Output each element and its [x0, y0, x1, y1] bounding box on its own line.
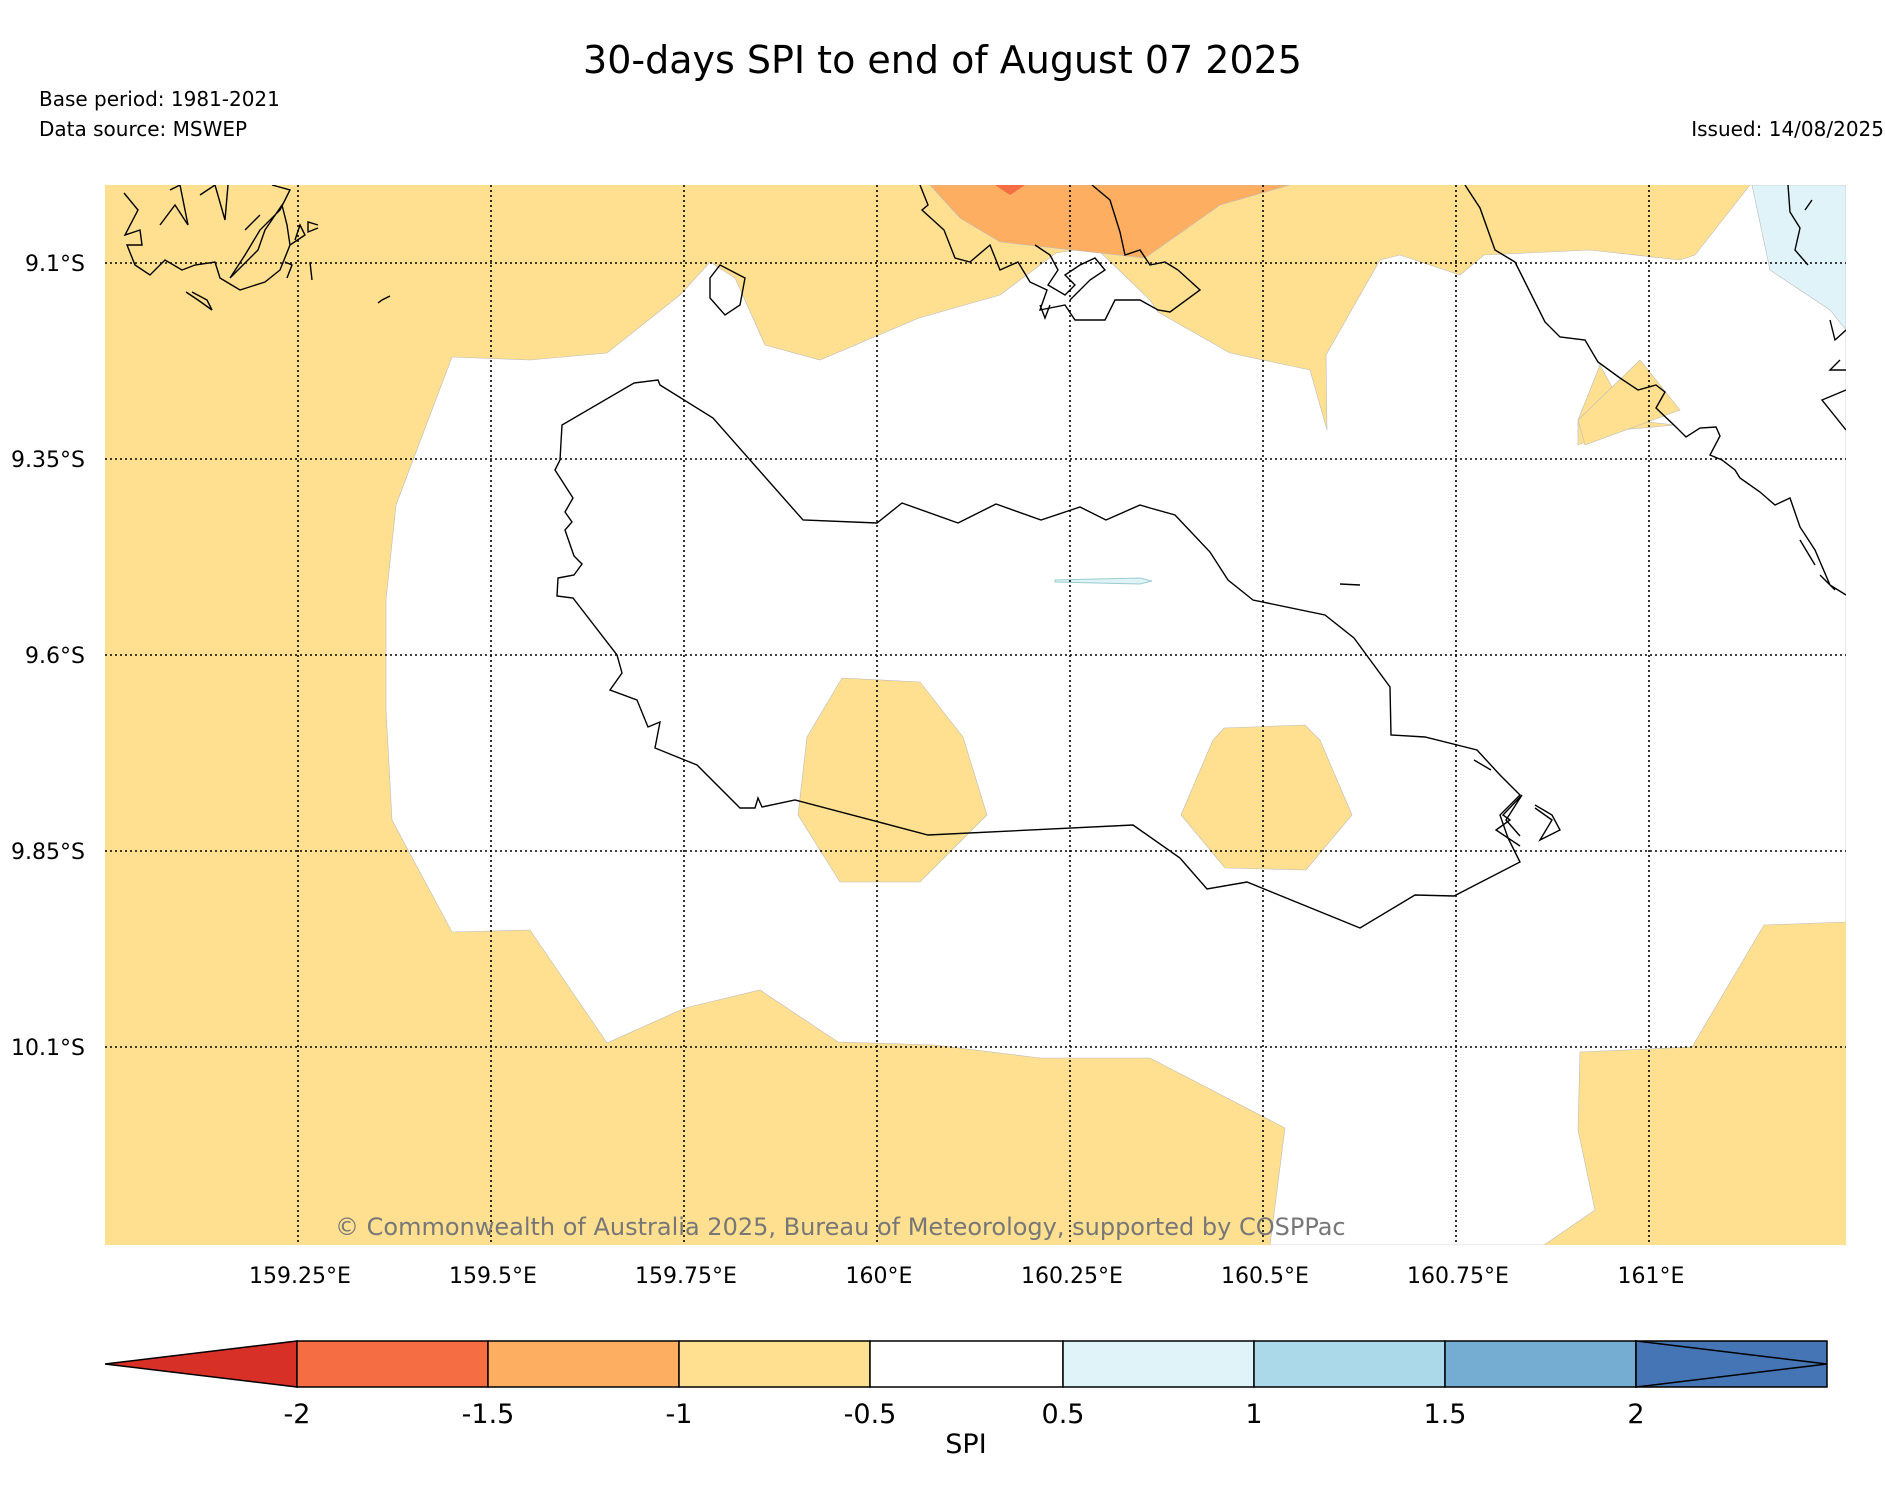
colorbar-segment: [678, 1340, 871, 1388]
coastline-north-islands: [919, 185, 1202, 321]
spi-patch-lake: [1054, 577, 1153, 585]
longitude-labels: 159.25°E 159.5°E 159.75°E 160°E 160.25°E…: [249, 1264, 1684, 1289]
coastline-east-island: [1473, 759, 1561, 847]
lon-label: 160.25°E: [1021, 1264, 1123, 1289]
lon-label: 159.75°E: [635, 1264, 737, 1289]
colorbar-title: SPI: [945, 1429, 986, 1460]
spi-patch-moderately-wet: [1751, 185, 1846, 331]
colorbar-tick-label: -0.5: [844, 1399, 897, 1430]
data-source-text: Data source: MSWEP: [39, 117, 248, 141]
colorbar-tick-label: 0.5: [1042, 1399, 1085, 1430]
lat-label: 9.1°S: [25, 252, 85, 277]
spi-patch-dry-2: [1180, 724, 1353, 871]
lon-label: 159.5°E: [449, 1264, 537, 1289]
colorbar-tick-label: -1.5: [462, 1399, 515, 1430]
coastline-small-islet: [709, 264, 746, 316]
lon-label: 160.5°E: [1221, 1264, 1309, 1289]
colorbar-tick-label: 1: [1245, 1399, 1262, 1430]
colorbar-tick-label: -2: [284, 1399, 311, 1430]
map-title: 30-days SPI to end of August 07 2025: [583, 38, 1302, 82]
colorbar-segment: [104, 1340, 298, 1388]
colorbar-segment: [296, 1340, 489, 1388]
coastline-ne-island: [1464, 185, 1846, 596]
colorbar: [104, 1340, 1828, 1388]
coastline-nw-islands: [123, 185, 391, 311]
spi-patch-severely-dry: [995, 185, 1025, 195]
coastlines: [123, 185, 1846, 929]
lat-label: 9.6°S: [25, 644, 85, 669]
spi-patch-dry-4: [1577, 359, 1681, 446]
colorbar-tick-label: 2: [1627, 1399, 1644, 1430]
lon-label: 159.25°E: [249, 1264, 351, 1289]
lat-label: 9.85°S: [11, 840, 85, 865]
latitude-labels: 9.1°S 9.35°S 9.6°S 9.85°S 10.1°S: [11, 252, 85, 1061]
colorbar-segment: [1444, 1340, 1637, 1388]
colorbar-segment: [487, 1340, 680, 1388]
lon-label: 160.75°E: [1407, 1264, 1509, 1289]
lon-label: 160°E: [846, 1264, 913, 1289]
spi-patch-dry-1: [797, 677, 988, 883]
lat-label: 10.1°S: [11, 1036, 85, 1061]
colorbar-segment: [1062, 1340, 1255, 1388]
issued-date-text: Issued: 14/08/2025: [1691, 117, 1884, 141]
colorbar-tick-label: -1: [666, 1399, 693, 1430]
graticule: [105, 185, 1846, 1245]
colorbar-segment: [1635, 1340, 1828, 1388]
colorbar-ticks: -2 -1.5 -1 -0.5 0.5 1 1.5 2 SPI: [284, 1399, 1645, 1460]
copyright-text: © Commonwealth of Australia 2025, Bureau…: [335, 1213, 1346, 1241]
map-area: [105, 185, 1846, 1245]
colorbar-tick-label: 1.5: [1424, 1399, 1467, 1430]
base-period-text: Base period: 1981-2021: [39, 87, 280, 111]
lon-label: 161°E: [1618, 1264, 1685, 1289]
coastline-eastern-mark: [1339, 583, 1361, 586]
colorbar-segment: [869, 1340, 1064, 1388]
coastline-guadalcanal: [554, 379, 1521, 929]
lat-label: 9.35°S: [11, 448, 85, 473]
spi-field-near-normal: [385, 185, 1846, 1245]
colorbar-segment: [1253, 1340, 1446, 1388]
